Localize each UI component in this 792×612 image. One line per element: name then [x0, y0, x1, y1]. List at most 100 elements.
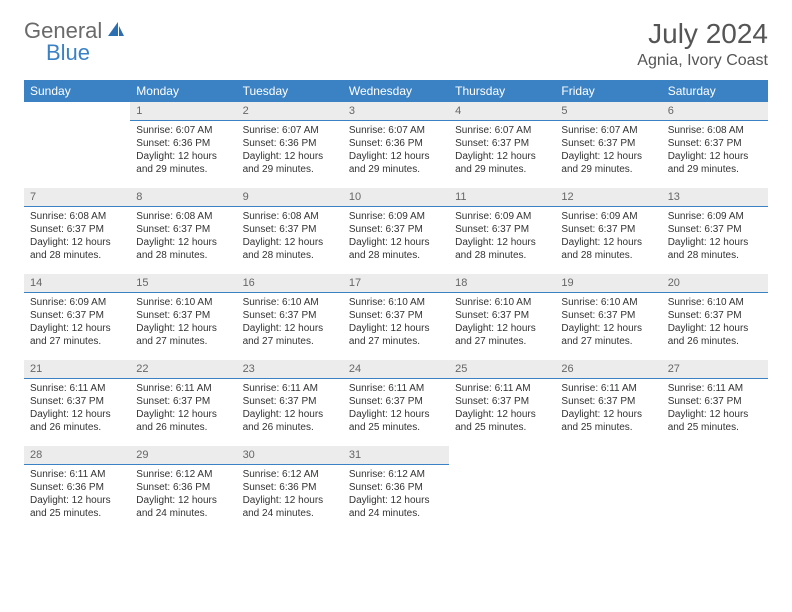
calendar-week-row: 14Sunrise: 6:09 AMSunset: 6:37 PMDayligh…: [24, 274, 768, 360]
sunrise-text: Sunrise: 6:11 AM: [455, 382, 549, 395]
sunrise-text: Sunrise: 6:11 AM: [136, 382, 230, 395]
day-number: 17: [343, 274, 449, 293]
day-number: 5: [555, 102, 661, 121]
daylight-text: Daylight: 12 hours: [30, 408, 124, 421]
weekday-header: Sunday: [24, 80, 130, 102]
day-details: Sunrise: 6:11 AMSunset: 6:37 PMDaylight:…: [24, 379, 130, 438]
sunrise-text: Sunrise: 6:11 AM: [30, 382, 124, 395]
day-number: 12: [555, 188, 661, 207]
daylight-text: and 28 minutes.: [455, 249, 549, 262]
day-details: Sunrise: 6:08 AMSunset: 6:37 PMDaylight:…: [130, 207, 236, 266]
calendar-day-cell: 5Sunrise: 6:07 AMSunset: 6:37 PMDaylight…: [555, 102, 661, 188]
sunset-text: Sunset: 6:36 PM: [349, 481, 443, 494]
daylight-text: and 29 minutes.: [455, 163, 549, 176]
daylight-text: and 29 minutes.: [349, 163, 443, 176]
day-details: Sunrise: 6:10 AMSunset: 6:37 PMDaylight:…: [343, 293, 449, 352]
calendar-day-cell: 6Sunrise: 6:08 AMSunset: 6:37 PMDaylight…: [662, 102, 768, 188]
day-number: 6: [662, 102, 768, 121]
calendar-day-cell: 2Sunrise: 6:07 AMSunset: 6:36 PMDaylight…: [237, 102, 343, 188]
sunset-text: Sunset: 6:36 PM: [136, 481, 230, 494]
daylight-text: and 26 minutes.: [30, 421, 124, 434]
day-number: 2: [237, 102, 343, 121]
daylight-text: and 28 minutes.: [668, 249, 762, 262]
day-number: 27: [662, 360, 768, 379]
daylight-text: and 26 minutes.: [668, 335, 762, 348]
daylight-text: and 24 minutes.: [243, 507, 337, 520]
day-number: 26: [555, 360, 661, 379]
sunrise-text: Sunrise: 6:10 AM: [668, 296, 762, 309]
daylight-text: Daylight: 12 hours: [455, 150, 549, 163]
calendar-day-cell: 25Sunrise: 6:11 AMSunset: 6:37 PMDayligh…: [449, 360, 555, 446]
sunrise-text: Sunrise: 6:09 AM: [455, 210, 549, 223]
calendar-day-cell: 7Sunrise: 6:08 AMSunset: 6:37 PMDaylight…: [24, 188, 130, 274]
sunset-text: Sunset: 6:37 PM: [349, 223, 443, 236]
daylight-text: Daylight: 12 hours: [136, 150, 230, 163]
calendar-body: 1Sunrise: 6:07 AMSunset: 6:36 PMDaylight…: [24, 102, 768, 532]
day-details: Sunrise: 6:08 AMSunset: 6:37 PMDaylight:…: [662, 121, 768, 180]
sunset-text: Sunset: 6:37 PM: [243, 223, 337, 236]
weekday-header: Monday: [130, 80, 236, 102]
daylight-text: and 27 minutes.: [349, 335, 443, 348]
daylight-text: and 26 minutes.: [136, 421, 230, 434]
day-number: 3: [343, 102, 449, 121]
sunset-text: Sunset: 6:36 PM: [349, 137, 443, 150]
daylight-text: Daylight: 12 hours: [668, 408, 762, 421]
day-details: Sunrise: 6:11 AMSunset: 6:37 PMDaylight:…: [343, 379, 449, 438]
calendar-week-row: 21Sunrise: 6:11 AMSunset: 6:37 PMDayligh…: [24, 360, 768, 446]
daylight-text: Daylight: 12 hours: [136, 408, 230, 421]
sunset-text: Sunset: 6:37 PM: [668, 395, 762, 408]
day-details: Sunrise: 6:11 AMSunset: 6:36 PMDaylight:…: [24, 465, 130, 524]
day-number: 30: [237, 446, 343, 465]
sunset-text: Sunset: 6:37 PM: [668, 309, 762, 322]
daylight-text: and 24 minutes.: [136, 507, 230, 520]
sunrise-text: Sunrise: 6:11 AM: [30, 468, 124, 481]
daylight-text: Daylight: 12 hours: [668, 150, 762, 163]
calendar-day-cell: [662, 446, 768, 532]
sunset-text: Sunset: 6:37 PM: [349, 395, 443, 408]
sunrise-text: Sunrise: 6:07 AM: [561, 124, 655, 137]
daylight-text: and 27 minutes.: [30, 335, 124, 348]
day-details: Sunrise: 6:10 AMSunset: 6:37 PMDaylight:…: [449, 293, 555, 352]
calendar-day-cell: [555, 446, 661, 532]
title-block: July 2024 Agnia, Ivory Coast: [637, 18, 768, 70]
day-details: Sunrise: 6:07 AMSunset: 6:36 PMDaylight:…: [237, 121, 343, 180]
sunrise-text: Sunrise: 6:07 AM: [455, 124, 549, 137]
daylight-text: and 29 minutes.: [561, 163, 655, 176]
sunrise-text: Sunrise: 6:10 AM: [243, 296, 337, 309]
calendar-day-cell: 22Sunrise: 6:11 AMSunset: 6:37 PMDayligh…: [130, 360, 236, 446]
daylight-text: Daylight: 12 hours: [349, 322, 443, 335]
day-number: 8: [130, 188, 236, 207]
calendar-day-cell: 3Sunrise: 6:07 AMSunset: 6:36 PMDaylight…: [343, 102, 449, 188]
calendar-day-cell: 1Sunrise: 6:07 AMSunset: 6:36 PMDaylight…: [130, 102, 236, 188]
sunrise-text: Sunrise: 6:09 AM: [349, 210, 443, 223]
logo-blue-row: Blue: [24, 40, 90, 66]
day-number: 7: [24, 188, 130, 207]
day-number: 13: [662, 188, 768, 207]
day-details: Sunrise: 6:07 AMSunset: 6:37 PMDaylight:…: [449, 121, 555, 180]
daylight-text: and 28 minutes.: [561, 249, 655, 262]
day-details: Sunrise: 6:09 AMSunset: 6:37 PMDaylight:…: [449, 207, 555, 266]
calendar-day-cell: 18Sunrise: 6:10 AMSunset: 6:37 PMDayligh…: [449, 274, 555, 360]
calendar-day-cell: 17Sunrise: 6:10 AMSunset: 6:37 PMDayligh…: [343, 274, 449, 360]
day-details: Sunrise: 6:10 AMSunset: 6:37 PMDaylight:…: [130, 293, 236, 352]
calendar-day-cell: 15Sunrise: 6:10 AMSunset: 6:37 PMDayligh…: [130, 274, 236, 360]
daylight-text: and 27 minutes.: [136, 335, 230, 348]
sunset-text: Sunset: 6:37 PM: [30, 223, 124, 236]
calendar-head: SundayMondayTuesdayWednesdayThursdayFrid…: [24, 80, 768, 102]
daylight-text: Daylight: 12 hours: [136, 494, 230, 507]
sunrise-text: Sunrise: 6:09 AM: [561, 210, 655, 223]
daylight-text: Daylight: 12 hours: [30, 236, 124, 249]
day-details: Sunrise: 6:09 AMSunset: 6:37 PMDaylight:…: [343, 207, 449, 266]
daylight-text: Daylight: 12 hours: [349, 150, 443, 163]
daylight-text: and 28 minutes.: [243, 249, 337, 262]
day-number: 25: [449, 360, 555, 379]
day-details: Sunrise: 6:09 AMSunset: 6:37 PMDaylight:…: [555, 207, 661, 266]
day-number: 10: [343, 188, 449, 207]
sunset-text: Sunset: 6:36 PM: [30, 481, 124, 494]
daylight-text: Daylight: 12 hours: [243, 150, 337, 163]
day-details: Sunrise: 6:12 AMSunset: 6:36 PMDaylight:…: [343, 465, 449, 524]
sunset-text: Sunset: 6:36 PM: [243, 481, 337, 494]
daylight-text: Daylight: 12 hours: [349, 494, 443, 507]
day-number: 4: [449, 102, 555, 121]
day-number: 9: [237, 188, 343, 207]
